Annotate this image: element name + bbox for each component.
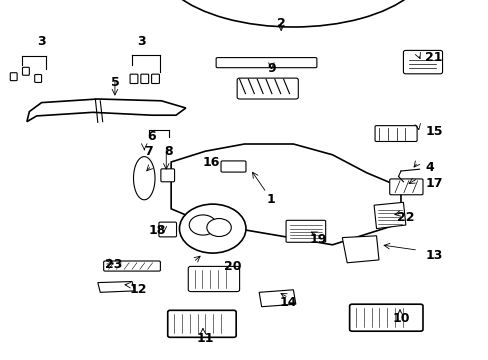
FancyBboxPatch shape xyxy=(130,74,138,84)
Polygon shape xyxy=(27,99,185,122)
Text: 19: 19 xyxy=(308,233,326,246)
FancyBboxPatch shape xyxy=(103,261,160,271)
Text: 8: 8 xyxy=(163,145,172,158)
Text: 12: 12 xyxy=(129,283,147,296)
FancyBboxPatch shape xyxy=(161,169,174,182)
FancyBboxPatch shape xyxy=(237,78,298,99)
Text: 3: 3 xyxy=(37,35,46,48)
Text: 14: 14 xyxy=(279,296,297,309)
Circle shape xyxy=(206,219,231,237)
Polygon shape xyxy=(171,144,400,245)
FancyBboxPatch shape xyxy=(159,222,176,237)
Text: 13: 13 xyxy=(425,249,442,262)
FancyBboxPatch shape xyxy=(10,73,17,81)
FancyBboxPatch shape xyxy=(167,310,236,337)
Text: 22: 22 xyxy=(396,211,414,224)
FancyBboxPatch shape xyxy=(151,74,159,84)
Text: 4: 4 xyxy=(425,161,433,174)
Circle shape xyxy=(179,204,245,253)
Text: 3: 3 xyxy=(137,35,146,48)
Text: 21: 21 xyxy=(425,51,442,64)
Text: 9: 9 xyxy=(266,62,275,75)
Text: 17: 17 xyxy=(425,177,442,190)
Text: 18: 18 xyxy=(148,224,166,237)
Circle shape xyxy=(189,215,216,235)
Polygon shape xyxy=(98,282,134,292)
FancyBboxPatch shape xyxy=(188,266,239,292)
Text: 20: 20 xyxy=(223,260,241,273)
Text: 10: 10 xyxy=(391,312,409,325)
Polygon shape xyxy=(342,236,378,263)
Polygon shape xyxy=(259,290,295,307)
FancyBboxPatch shape xyxy=(35,75,41,82)
FancyBboxPatch shape xyxy=(141,74,148,84)
FancyBboxPatch shape xyxy=(22,67,29,75)
Text: 15: 15 xyxy=(425,125,442,138)
FancyBboxPatch shape xyxy=(403,50,442,74)
FancyBboxPatch shape xyxy=(349,304,422,331)
Text: 6: 6 xyxy=(147,130,156,143)
Text: 5: 5 xyxy=(110,76,119,89)
Polygon shape xyxy=(373,202,405,229)
Text: 7: 7 xyxy=(144,145,153,158)
FancyBboxPatch shape xyxy=(389,179,422,195)
FancyBboxPatch shape xyxy=(374,126,416,141)
Text: 16: 16 xyxy=(202,156,220,168)
Text: 2: 2 xyxy=(276,17,285,30)
Text: 1: 1 xyxy=(266,193,275,206)
FancyBboxPatch shape xyxy=(285,220,325,242)
FancyBboxPatch shape xyxy=(221,161,245,172)
Polygon shape xyxy=(133,157,155,200)
Text: 23: 23 xyxy=(105,258,122,271)
Text: 11: 11 xyxy=(196,332,214,345)
FancyBboxPatch shape xyxy=(216,58,316,68)
